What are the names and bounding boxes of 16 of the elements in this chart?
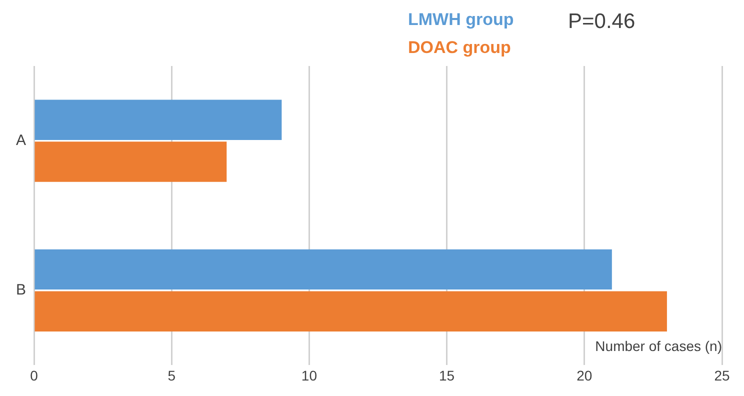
bar [34,100,282,140]
y-tick-label: B [16,282,26,299]
x-tick-label: 20 [576,367,592,384]
x-axis-title: Number of cases (n) [595,338,722,354]
x-tick-label: 10 [301,367,318,384]
text: LMWH group [408,10,514,30]
bar [34,291,667,332]
x-tick-label: 5 [168,367,176,384]
x-tick-label: 0 [30,367,38,384]
bar [34,249,612,290]
text: DOAC group [408,38,512,58]
text: P=0.46 [568,10,636,34]
bar [34,142,227,182]
y-tick-label: A [16,132,26,149]
x-tick-label: 25 [714,367,730,384]
x-tick-label: 15 [439,367,455,384]
